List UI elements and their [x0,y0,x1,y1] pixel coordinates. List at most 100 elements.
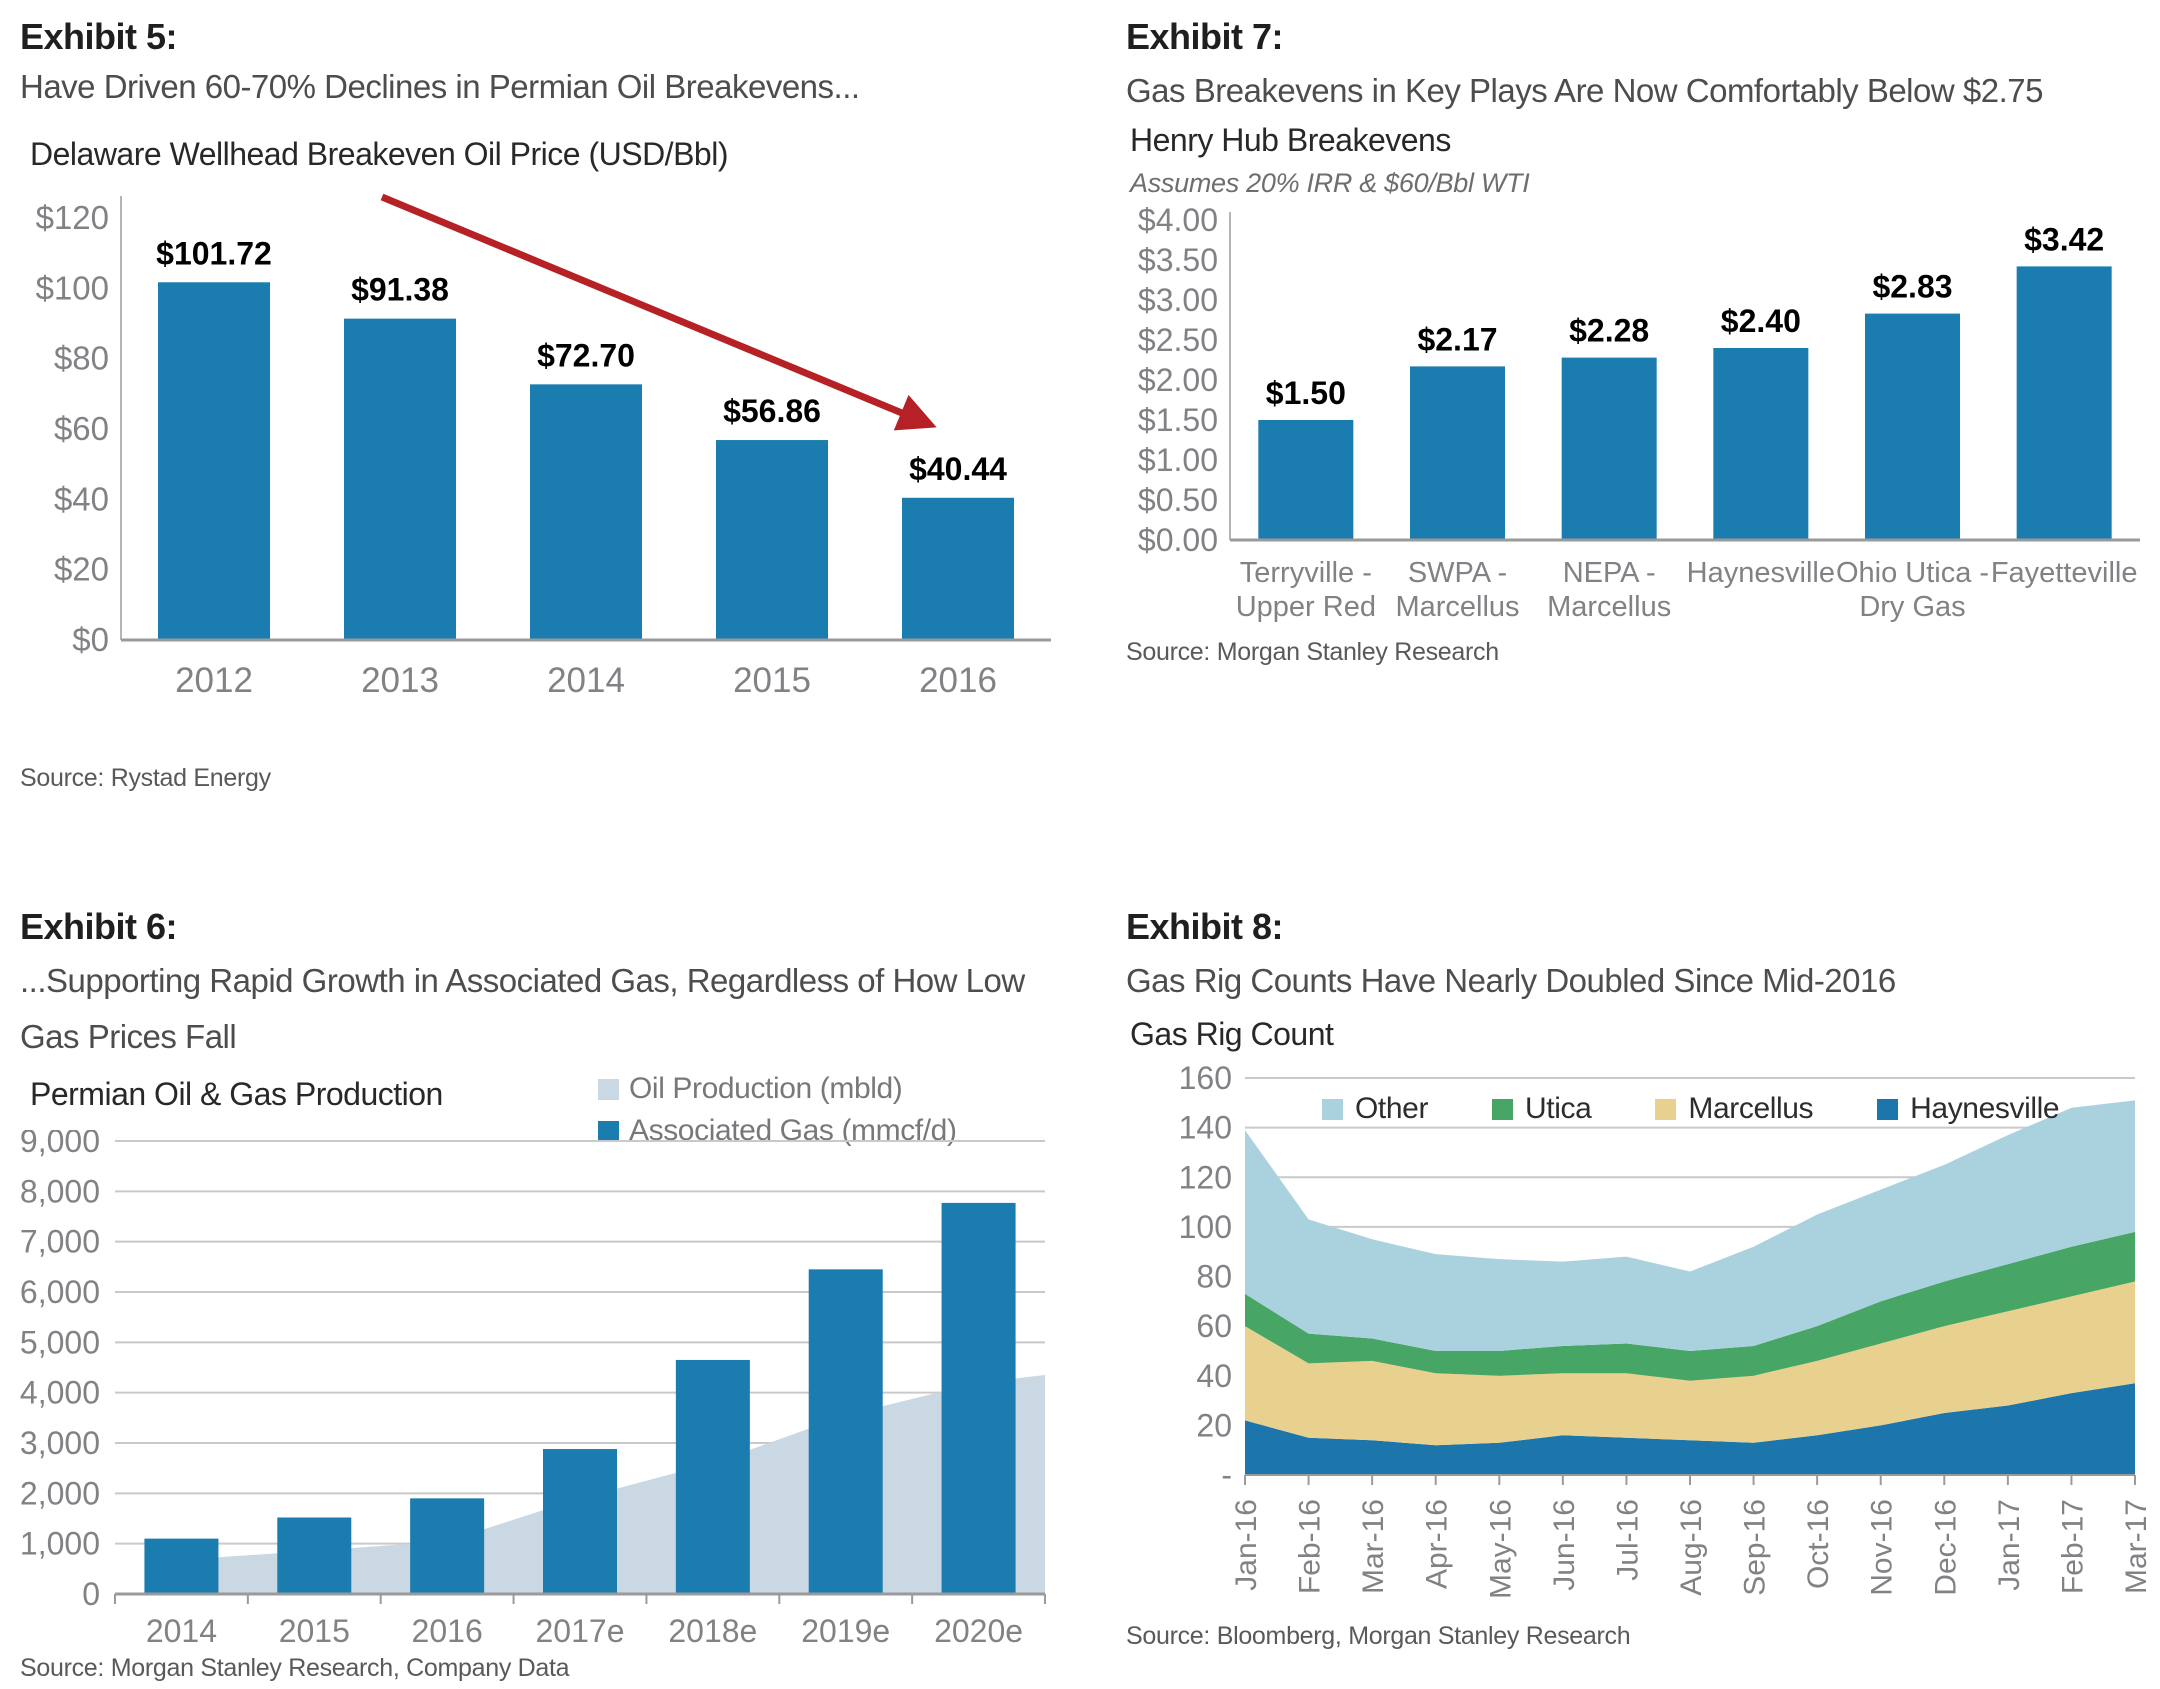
exhibit6-header: Exhibit 6: [20,906,178,947]
x-tick-label: Ohio Utica - [1836,557,1989,589]
value-label: $56.86 [723,393,821,429]
legend-item-other: Other [1322,1092,1428,1126]
associated-gas-bar [941,1202,1016,1594]
y-tick-label: 100 [1179,1209,1232,1245]
marcellus-swatch [1655,1098,1677,1120]
y-tick-label: $80 [54,340,109,377]
exhibit8-stacked-area-chart: - 20 40 60 80 100 120 140 160 Jan-16 Feb-16 Mar-16 A… [1179,1060,2153,1599]
associated-gas-bar [144,1538,219,1594]
y-tick-label: 160 [1179,1060,1232,1096]
exhibit8-subtitle: Gas Rig Counts Have Nearly Doubled Since… [1126,962,1896,999]
x-tick-label: SWPA - [1408,557,1507,589]
x-tick-label: 2013 [361,661,439,700]
x-tick-label: Nov-16 [1866,1499,1899,1596]
y-tick-label: 60 [1196,1308,1232,1344]
exhibit7-chart-title: Henry Hub Breakevens [1130,122,1451,158]
exhibit8-legend: Other Utica Marcellus Haynesville [1322,1092,2060,1126]
bar [1713,348,1809,540]
x-tick-label: 2014 [547,661,625,700]
x-tick-label: Jun-16 [1548,1499,1581,1591]
x-tick-label: Jul-16 [1611,1499,1644,1581]
associated-gas-bar [675,1359,750,1594]
x-tick-label: 2015 [279,1613,350,1649]
y-tick-label: - [1221,1457,1232,1493]
value-label: $101.72 [156,235,272,271]
y-tick-label: 8,000 [20,1173,100,1209]
y-tick-label: 7,000 [20,1224,100,1260]
bar [344,318,456,640]
exhibit5-bar-chart: $0 $20 $40 $60 $80 $100 $120 $101.72 2012 $91.38 2… [36,193,1051,700]
exhibit6-source: Source: Morgan Stanley Research, Company… [20,1654,570,1682]
exhibit8-source: Source: Bloomberg, Morgan Stanley Resear… [1126,1622,1631,1650]
utica-swatch [1492,1098,1514,1120]
x-tick-label: Marcellus [1547,591,1671,623]
x-tick-label: Apr-16 [1421,1499,1454,1589]
value-label: $2.28 [1569,313,1649,349]
x-tick-label: 2020e [934,1613,1023,1649]
legend-label: Utica [1525,1092,1592,1125]
y-tick-label: 2,000 [20,1475,100,1511]
haynesville-area [1245,1383,2135,1475]
exhibit6-subtitle-line2: Gas Prices Fall [20,1018,237,1055]
bar [1410,366,1505,540]
value-label: $91.38 [351,272,449,308]
y-tick-label: $4.00 [1138,202,1218,238]
x-tick-label: Feb-17 [2056,1499,2089,1594]
other-area [1245,1100,2135,1351]
x-tick-label: Terryville - [1240,557,1372,589]
value-label: $3.42 [2024,221,2104,257]
associated-gas-bar [277,1517,352,1594]
y-tick-label: $2.00 [1138,362,1218,398]
y-tick-label: 120 [1179,1159,1232,1195]
x-tick-label: Mar-17 [2120,1499,2153,1594]
value-label: $2.17 [1417,321,1497,357]
y-tick-label: 140 [1179,1110,1232,1146]
y-tick-label: $100 [36,269,109,306]
legend-item-oil-production: Oil Production (mbld) [598,1072,957,1106]
legend-item-haynesville: Haynesville [1877,1092,2060,1126]
x-tick-label: Haynesville [1687,557,1835,589]
exhibit7-subtitle: Gas Breakevens in Key Plays Are Now Comf… [1126,72,2043,109]
bar [1258,420,1354,540]
y-tick-label: 4,000 [20,1375,100,1411]
value-label: $1.50 [1266,375,1346,411]
bar [1865,313,1960,540]
y-tick-label: 3,000 [20,1425,100,1461]
exhibit5-header: Exhibit 5: [20,16,178,57]
y-tick-label: $1.00 [1138,442,1218,478]
bar [1561,357,1657,540]
x-tick-label: Feb-16 [1294,1499,1327,1594]
exhibit5-chart-title: Delaware Wellhead Breakeven Oil Price (U… [30,136,728,172]
bar [902,497,1014,640]
marcellus-area [1245,1281,2135,1446]
exhibit7-chart-note: Assumes 20% IRR & $60/Bbl WTI [1130,168,1530,198]
legend-label: Haynesville [1910,1092,2060,1125]
oil-production-swatch [598,1078,619,1100]
x-tick-label: 2014 [146,1613,217,1649]
x-tick-label: Dry Gas [1859,591,1965,623]
value-label: $2.83 [1872,269,1952,305]
y-tick-label: $1.50 [1138,402,1218,438]
exhibit7-source: Source: Morgan Stanley Research [1126,638,1499,666]
x-tick-label: 2016 [412,1613,483,1649]
exhibit5-subtitle: Have Driven 60-70% Declines in Permian O… [20,68,860,105]
y-tick-label: 6,000 [20,1274,100,1310]
value-label: $72.70 [537,337,635,373]
y-tick-label: $3.50 [1138,242,1218,278]
y-tick-label: $20 [54,551,109,588]
legend-label: Other [1355,1092,1429,1125]
legend-label: Oil Production (mbld) [629,1072,903,1105]
legend-item-utica: Utica [1492,1092,1592,1126]
x-tick-label: Oct-16 [1802,1499,1835,1589]
x-tick-label: Aug-16 [1675,1499,1708,1596]
x-tick-label: 2015 [733,661,811,700]
x-tick-label: 2019e [801,1613,890,1649]
y-tick-label: $0.50 [1138,482,1218,518]
other-swatch [1322,1098,1343,1120]
exhibit6-subtitle-line1: ...Supporting Rapid Growth in Associated… [20,962,1025,999]
x-tick-label: Dec-16 [1929,1499,1962,1596]
legend-item-marcellus: Marcellus [1655,1092,1814,1126]
x-tick-label: 2018e [668,1613,757,1649]
x-tick-label: Fayetteville [1991,557,2138,589]
